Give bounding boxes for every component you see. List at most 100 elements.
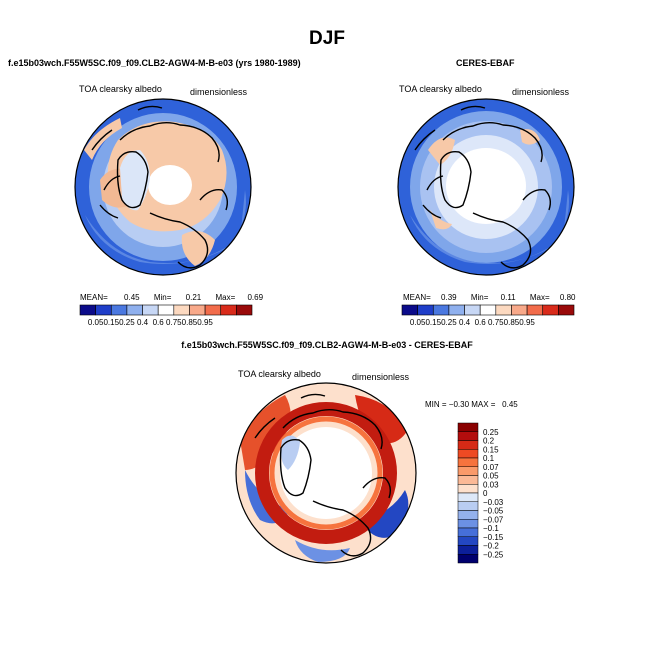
obs-colorbar-swatch [417, 304, 434, 316]
model-colorbar-swatch [157, 304, 175, 316]
diff-coastlines [254, 393, 392, 557]
model-colorbar-swatch [204, 304, 222, 316]
obs-min-label: Min= [470, 293, 489, 302]
diff-colorbar-tick-label: 0.1 [483, 454, 495, 463]
diff-colorbar-tick-label: −0.2 [483, 542, 499, 551]
model-colorbar-tick-label: 0.75 [166, 318, 182, 327]
obs-colorbar-swatch [432, 304, 450, 316]
model-colorbar-tick-label: 0.05 [88, 318, 104, 327]
model-mean-label: MEAN= [80, 293, 108, 302]
model-colorbar-tick-label: 0.25 [119, 318, 135, 327]
obs-colorbar-swatch [448, 304, 465, 316]
obs-max-label: Max= [529, 293, 550, 302]
diff-colorbar-tick-label: −0.25 [483, 550, 504, 559]
obs-colorbar: 0.05 0.15 0.25 0.4 0.6 0.75 0.85 0.95 [401, 304, 575, 327]
model-mean-value: 0.45 [124, 293, 140, 302]
diff-colorbar-tick-label: −0.03 [483, 498, 504, 507]
model-max-label: Max= [215, 293, 236, 302]
model-colorbar-swatch [95, 304, 112, 316]
obs-colorbar-tick-label: 0.75 [488, 318, 504, 327]
diff-colorbar-swatch [457, 457, 479, 467]
diff-colorbar-swatch [457, 536, 479, 546]
diff-colorbar-tick-label: 0.25 [483, 428, 499, 437]
obs-colorbar-tick-label: 0.6 [475, 318, 487, 327]
diff-colorbar-tick-label: 0.05 [483, 472, 499, 481]
obs-min-value: 0.11 [500, 293, 516, 302]
model-colorbar-tick-label: 0.6 [153, 318, 165, 327]
obs-polar-map [397, 98, 575, 276]
model-polar-map [74, 98, 252, 276]
diff-colorbar-swatch [457, 484, 479, 494]
model-min-label: Min= [153, 293, 172, 302]
diff-colorbar-tick-label: −0.15 [483, 533, 504, 542]
obs-colorbar-swatch [495, 304, 512, 316]
diff-colorbar-swatch [457, 527, 479, 537]
model-panel-title: f.e15b03wch.F55W5SC.f09_f09.CLB2-AGW4-M-… [8, 58, 301, 68]
obs-colorbar-swatch [479, 304, 497, 316]
diff-polar-map [235, 382, 417, 564]
diff-minmax: MIN = −0.30 MAX = 0.45 [425, 400, 518, 409]
model-colorbar-tick-label: 0.85 [182, 318, 198, 327]
obs-coastlines [414, 105, 552, 269]
model-stats: MEAN= 0.45 Min= 0.21 Max= 0.69 [80, 293, 263, 302]
diff-colorbar-swatch [457, 475, 479, 485]
model-colorbar-swatch [142, 304, 159, 316]
diff-colorbar-tick-label: 0.2 [483, 437, 495, 446]
obs-colorbar-tick-label: 0.25 [441, 318, 457, 327]
diff-colorbar-swatch [457, 449, 479, 459]
obs-units-label: dimensionless [512, 87, 570, 97]
diff-colorbar-swatch [457, 422, 479, 432]
diff-colorbar-tick-label: 0.07 [483, 463, 499, 472]
model-colorbar-swatch [126, 304, 143, 316]
diff-colorbar: 0.250.20.150.10.070.050.030−0.03−0.05−0.… [457, 422, 504, 564]
model-variable-label: TOA clearsky albedo [79, 84, 162, 94]
model-min-value: 0.21 [185, 293, 202, 302]
model-units-label: dimensionless [190, 87, 248, 97]
diff-colorbar-swatch [457, 554, 479, 564]
obs-mean-label: MEAN= [403, 293, 431, 302]
obs-polar-hole [446, 148, 526, 224]
obs-colorbar-tick-label: 0.4 [459, 318, 471, 327]
season-title: DJF [309, 28, 345, 49]
obs-mean-value: 0.39 [441, 293, 457, 302]
diff-colorbar-swatch [457, 466, 479, 476]
obs-variable-label: TOA clearsky albedo [399, 84, 482, 94]
model-coastlines [91, 105, 229, 269]
diff-colorbar-swatch [457, 519, 479, 529]
model-colorbar-swatch [79, 304, 96, 316]
diff-colorbar-tick-label: −0.05 [483, 507, 504, 516]
model-colorbar-tick-label: 0.15 [103, 318, 119, 327]
obs-colorbar-swatch [464, 304, 481, 316]
model-max-value: 0.69 [247, 293, 264, 302]
model-colorbar-tick-label: 0.4 [137, 318, 149, 327]
diff-colorbar-tick-label: −0.1 [483, 524, 499, 533]
diff-colorbar-swatch [457, 501, 479, 511]
diff-colorbar-tick-label: −0.07 [483, 515, 504, 524]
diff-colorbar-tick-label: 0.15 [483, 445, 499, 454]
diff-colorbar-swatch [457, 431, 479, 441]
diff-colorbar-swatch [457, 440, 479, 450]
model-colorbar-swatch [220, 304, 237, 316]
obs-colorbar-tick-label: 0.85 [504, 318, 520, 327]
obs-colorbar-tick-label: 0.05 [410, 318, 426, 327]
obs-colorbar-swatch [526, 304, 544, 316]
diff-units-label: dimensionless [352, 372, 410, 382]
obs-colorbar-swatch [401, 304, 418, 316]
obs-panel-title: CERES-EBAF [456, 58, 515, 68]
model-colorbar-swatch [173, 304, 190, 316]
obs-colorbar-tick-label: 0.95 [519, 318, 535, 327]
model-polar-hole [148, 165, 192, 205]
diff-panel-title: f.e15b03wch.F55W5SC.f09_f09.CLB2-AGW4-M-… [181, 340, 473, 350]
diff-colorbar-tick-label: 0 [483, 489, 488, 498]
diff-colorbar-tick-label: 0.03 [483, 480, 499, 489]
obs-colorbar-swatch [511, 304, 528, 316]
diff-variable-label: TOA clearsky albedo [238, 369, 321, 379]
diff-polar-hole [280, 427, 372, 519]
obs-max-value: 0.80 [559, 293, 576, 302]
diff-colorbar-swatch [457, 510, 479, 520]
model-colorbar-swatch [110, 304, 128, 316]
obs-stats: MEAN= 0.39 Min= 0.11 Max= 0.80 [403, 293, 575, 302]
model-colorbar: 0.05 0.15 0.25 0.4 0.6 0.75 0.85 0.95 [79, 304, 253, 327]
model-colorbar-swatch [236, 304, 253, 316]
